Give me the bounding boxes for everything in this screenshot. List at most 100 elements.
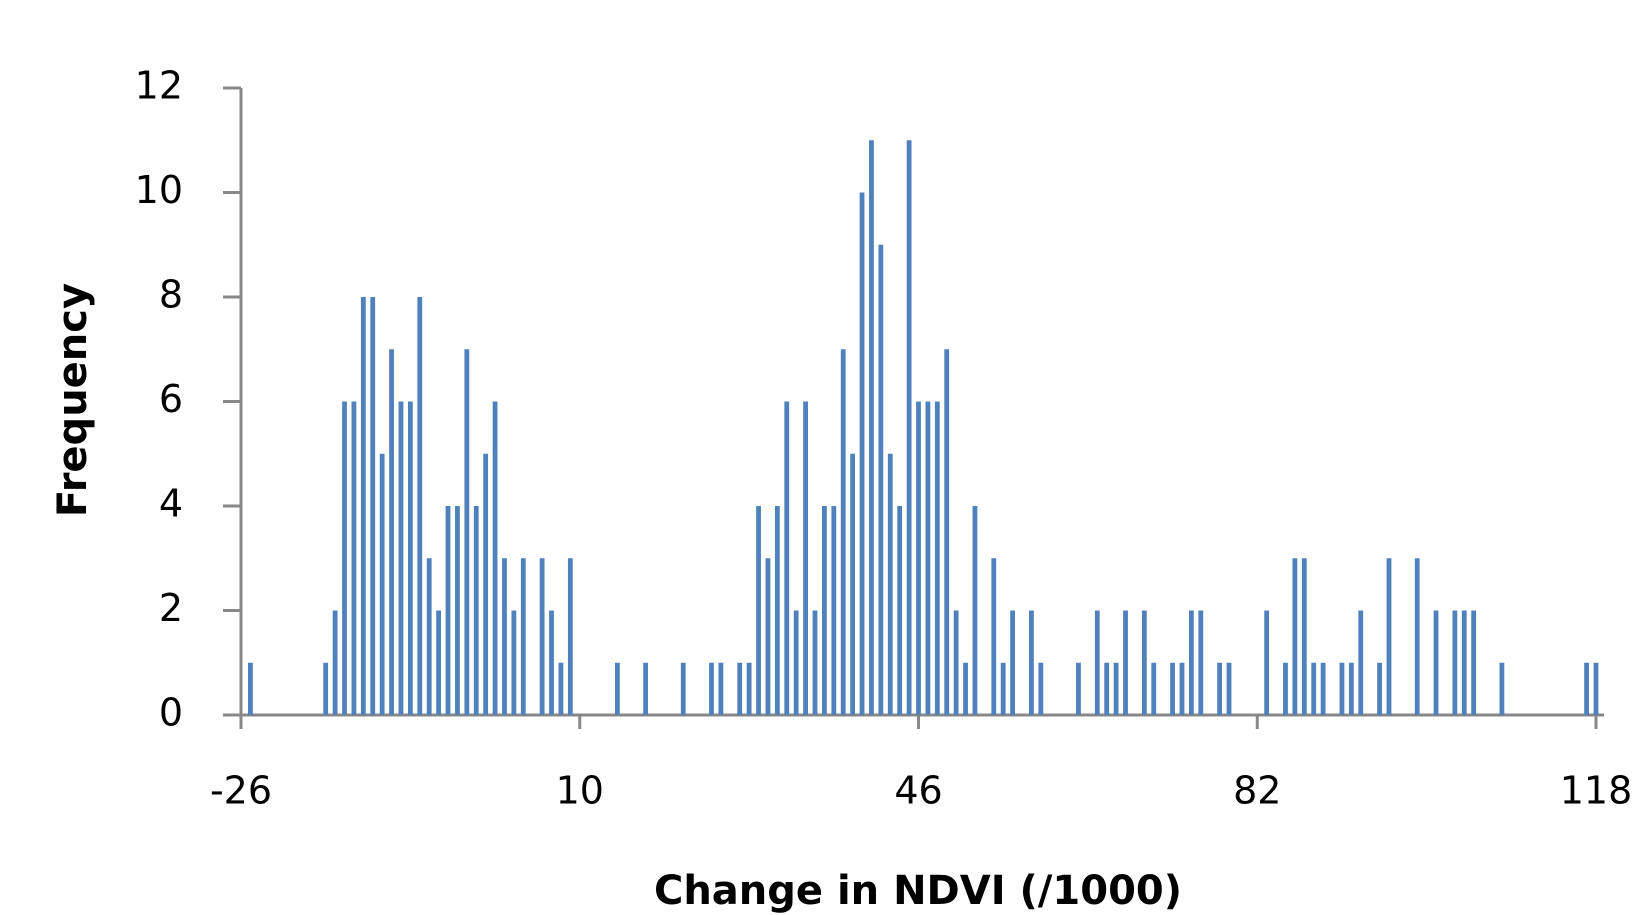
- y-tick-label: 2: [159, 586, 183, 630]
- bar: [567, 558, 573, 715]
- bar: [1151, 662, 1157, 715]
- bar: [1414, 558, 1420, 715]
- y-tick-label: 8: [159, 273, 183, 317]
- y-axis-label: Frequency: [50, 283, 96, 517]
- bar: [1000, 662, 1006, 715]
- bar: [1452, 610, 1458, 715]
- y-tick-label: 4: [159, 482, 183, 526]
- bar: [944, 349, 950, 715]
- bar: [934, 401, 940, 715]
- y-tick-label: 0: [159, 691, 183, 735]
- bar: [539, 558, 545, 715]
- bar: [445, 506, 451, 715]
- bar: [972, 506, 978, 715]
- bar: [332, 610, 338, 715]
- bar: [1217, 662, 1223, 715]
- bar: [407, 401, 413, 715]
- y-tick-label: 6: [159, 377, 183, 421]
- bar: [511, 610, 517, 715]
- bar: [1311, 662, 1317, 715]
- x-tick-label: 10: [556, 769, 604, 813]
- bar: [1141, 610, 1147, 715]
- bar: [351, 401, 357, 715]
- bar: [765, 558, 771, 715]
- bar: [1433, 610, 1439, 715]
- bar: [1593, 662, 1599, 715]
- bar: [426, 558, 432, 715]
- bar: [906, 140, 912, 715]
- y-tick-label: 10: [135, 168, 183, 212]
- bar: [1292, 558, 1298, 715]
- x-tick-label: 46: [894, 769, 942, 813]
- bar: [502, 558, 507, 715]
- bar: [1386, 558, 1392, 715]
- bar: [784, 401, 790, 715]
- bar: [520, 558, 526, 715]
- bar: [398, 401, 404, 715]
- bar: [389, 349, 394, 715]
- bar: [323, 662, 329, 715]
- bar: [718, 662, 724, 715]
- bar: [1094, 610, 1100, 715]
- y-tick-label: 12: [135, 64, 183, 108]
- bar: [558, 662, 564, 715]
- bar: [1584, 662, 1589, 715]
- bar: [1104, 662, 1110, 715]
- bar: [417, 297, 423, 715]
- bar: [953, 610, 959, 715]
- bar: [248, 662, 253, 715]
- bar: [1038, 662, 1044, 715]
- bar: [1226, 662, 1232, 715]
- bar: [1301, 558, 1307, 715]
- bar: [1264, 610, 1270, 715]
- bar: [549, 610, 554, 715]
- x-axis-label: Change in NDVI (/1000): [654, 868, 1182, 914]
- bar: [1461, 610, 1467, 715]
- bar: [774, 506, 780, 715]
- bar: [1198, 610, 1204, 715]
- bar: [1471, 610, 1477, 715]
- bar: [1123, 610, 1128, 715]
- bar: [850, 453, 856, 715]
- bar: [925, 401, 931, 715]
- bar: [803, 401, 808, 715]
- bar: [1170, 662, 1175, 715]
- bar: [916, 401, 921, 715]
- x-tick-label: -26: [210, 769, 272, 813]
- bar: [869, 140, 874, 715]
- bar: [1499, 662, 1505, 715]
- bar: [455, 506, 460, 715]
- bar: [897, 506, 903, 715]
- bar: [1029, 610, 1034, 715]
- bar: [436, 610, 442, 715]
- bar: [680, 662, 686, 715]
- bar: [379, 453, 385, 715]
- bar: [1320, 662, 1326, 715]
- bar: [464, 349, 470, 715]
- bar: [1010, 610, 1015, 715]
- bar: [840, 349, 846, 715]
- bar: [793, 610, 799, 715]
- bar: [643, 662, 649, 715]
- bar: [859, 192, 865, 715]
- bar: [370, 297, 376, 715]
- bar: [963, 662, 968, 715]
- bar: [473, 506, 479, 715]
- bar: [887, 453, 893, 715]
- bar: [342, 401, 347, 715]
- bar: [737, 662, 743, 715]
- bar: [709, 662, 714, 715]
- bar: [360, 297, 366, 715]
- bar: [1076, 662, 1081, 715]
- bar: [746, 662, 752, 715]
- x-tick-label: 82: [1233, 769, 1281, 813]
- bar: [822, 506, 827, 715]
- bar: [1358, 610, 1364, 715]
- bar: [492, 401, 498, 715]
- bar: [878, 244, 884, 715]
- bar: [991, 558, 997, 715]
- bar: [1348, 662, 1354, 715]
- bar: [812, 610, 818, 715]
